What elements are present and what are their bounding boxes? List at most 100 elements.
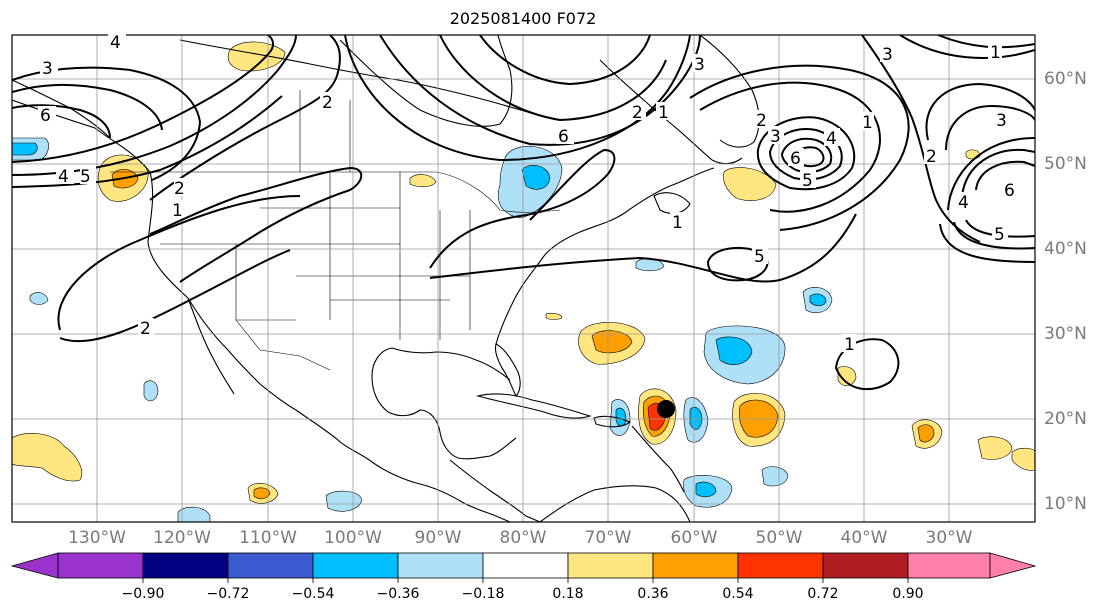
south-america-coast bbox=[539, 485, 691, 522]
colorbar-tick-label: −0.36 bbox=[376, 586, 420, 602]
shade-pos-14 bbox=[409, 174, 437, 188]
contour-label: 5 bbox=[994, 225, 1005, 245]
contour-labels: 4 3 6 4 5 2 1 2 6 3 2 1 1 3 1 3 2 6 5 bbox=[38, 33, 1018, 355]
contour-3-east bbox=[925, 82, 1035, 141]
contour-label: 1 bbox=[990, 43, 1001, 63]
contour-label: 4 bbox=[958, 193, 969, 213]
anomaly-shading bbox=[12, 41, 1035, 522]
shade-neg-9 bbox=[325, 490, 363, 512]
colorbar-tick-label: −0.54 bbox=[291, 586, 335, 602]
shade-neg-12 bbox=[29, 292, 49, 305]
colorbar-bin bbox=[57, 552, 144, 579]
shade-neg-3b bbox=[715, 336, 753, 365]
contour-label: 4 bbox=[826, 129, 837, 149]
contour-label: 3 bbox=[694, 55, 705, 75]
colorbar-extend-high bbox=[989, 552, 1037, 579]
contour-1-atlantic bbox=[429, 213, 857, 283]
shade-neg-8 bbox=[761, 466, 789, 487]
shade-pos-7 bbox=[977, 436, 1013, 460]
colorbar-bin bbox=[142, 552, 229, 579]
colorbar-tick-label: −0.72 bbox=[206, 586, 250, 602]
colorbar-bin bbox=[907, 552, 991, 579]
contour-low-4 bbox=[792, 146, 825, 168]
storm-marker bbox=[657, 400, 675, 418]
lon-label: 90°W bbox=[414, 528, 462, 548]
colorbar-tick-label: 0.54 bbox=[722, 586, 754, 602]
contour-label: 2 bbox=[140, 319, 151, 339]
contour-low-2 bbox=[768, 128, 843, 181]
contour-label: 5 bbox=[802, 171, 813, 191]
contour-label: 6 bbox=[790, 149, 801, 169]
contour-1-conus bbox=[149, 166, 363, 283]
shade-neg-11 bbox=[143, 380, 159, 402]
contour-label: 5 bbox=[80, 167, 91, 187]
colorbar-bin bbox=[652, 552, 739, 579]
contour-label: 6 bbox=[40, 106, 51, 126]
contour-label: 2 bbox=[926, 147, 937, 167]
caribbean-arc bbox=[631, 425, 685, 493]
shade-pos-5b bbox=[738, 399, 779, 438]
lon-label: 120°W bbox=[153, 528, 211, 548]
shade-pos-15 bbox=[545, 312, 563, 320]
shade-pos-12 bbox=[837, 366, 857, 387]
lon-label: 60°W bbox=[670, 528, 718, 548]
colorbar-bin bbox=[227, 552, 314, 579]
contour-label: 4 bbox=[110, 33, 121, 53]
east-coast bbox=[495, 167, 715, 345]
contours bbox=[12, 35, 1035, 391]
colorbar-tick-label: 0.72 bbox=[807, 586, 839, 602]
shade-pos-6b bbox=[917, 424, 935, 443]
contour-label: 2 bbox=[632, 103, 643, 123]
colorbar-extend-low bbox=[10, 552, 59, 579]
contour-2-atlantic bbox=[706, 246, 769, 282]
contour-label: 1 bbox=[172, 201, 183, 221]
shade-neg-4b bbox=[809, 293, 827, 307]
colorbar-tick-label: 0.36 bbox=[637, 586, 669, 602]
hudson-bay bbox=[339, 35, 513, 127]
shade-pos-11 bbox=[965, 149, 981, 160]
baja bbox=[187, 297, 235, 395]
lon-label: 50°W bbox=[755, 528, 803, 548]
shade-neg-2b bbox=[521, 165, 551, 190]
colorbar-bin bbox=[737, 552, 824, 579]
colorbar-tick-label: 0.18 bbox=[552, 586, 584, 602]
shade-neg-10 bbox=[177, 506, 211, 522]
contour-label: 1 bbox=[844, 335, 855, 355]
shade-pos-9 bbox=[12, 433, 83, 482]
lat-label: 30°N bbox=[1044, 324, 1087, 344]
lat-label: 60°N bbox=[1044, 69, 1087, 89]
contour-label: 2 bbox=[756, 111, 767, 131]
hispaniola bbox=[593, 415, 632, 428]
contour-label: 3 bbox=[770, 127, 781, 147]
colorbar bbox=[10, 552, 1037, 583]
colorbar-bin bbox=[567, 552, 654, 579]
contour-label: 1 bbox=[658, 103, 669, 123]
lon-label: 70°W bbox=[584, 528, 632, 548]
shade-neg-7b bbox=[695, 481, 717, 498]
lat-label: 10°N bbox=[1044, 494, 1087, 514]
lon-label: 80°W bbox=[499, 528, 547, 548]
lat-label: 40°N bbox=[1044, 239, 1087, 259]
colorbar-bin bbox=[482, 552, 569, 579]
contour-label: 3 bbox=[42, 59, 53, 79]
contour-2-west bbox=[57, 195, 301, 331]
cuba bbox=[475, 393, 592, 419]
colorbar-tick-label: −0.90 bbox=[121, 586, 165, 602]
shade-pos-13b bbox=[253, 487, 271, 500]
contour-2-southwest bbox=[59, 249, 291, 343]
colorbar-bin bbox=[822, 552, 909, 579]
contour-6-north bbox=[379, 35, 701, 146]
contour-label: 3 bbox=[882, 45, 893, 65]
contour-label: 6 bbox=[558, 127, 569, 147]
lat-label: 50°N bbox=[1044, 154, 1087, 174]
shade-neg-6b bbox=[689, 407, 703, 430]
contour-label: 2 bbox=[322, 93, 333, 113]
lon-label: 30°W bbox=[925, 528, 973, 548]
contour-label: 4 bbox=[58, 167, 69, 187]
contour-label: 1 bbox=[672, 213, 683, 233]
lon-label: 130°W bbox=[68, 528, 126, 548]
colorbar-bin bbox=[397, 552, 484, 579]
contour-label: 3 bbox=[996, 111, 1007, 131]
map-frame bbox=[11, 34, 1036, 523]
